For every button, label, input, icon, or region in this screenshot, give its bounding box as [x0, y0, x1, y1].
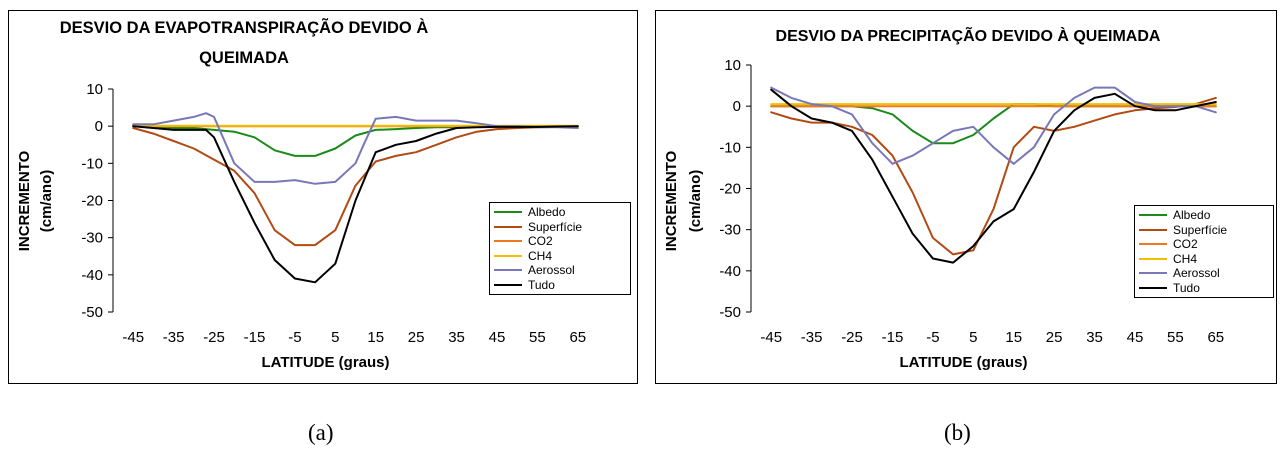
legend-swatch	[1139, 228, 1167, 231]
y-tick-label: -50	[719, 304, 741, 321]
x-tick-label: -5	[926, 329, 939, 346]
series-line-aerossol	[770, 86, 1217, 165]
x-tick-label: 15	[1005, 329, 1022, 346]
legend-item: Albedo	[1135, 208, 1273, 223]
x-tick-label: 65	[1207, 329, 1224, 346]
chart-legend: Albedo Superfície CO2 CH4 Aerossol Tudo	[489, 202, 631, 295]
x-tick-label: -25	[841, 329, 863, 346]
y-axis-title-line: (cm/ano)	[38, 170, 55, 233]
precipitation-chart: DESVIO DA PRECIPITAÇÃO DEVIDO À QUEIMADA…	[663, 25, 1224, 371]
caption-b: (b)	[944, 420, 971, 445]
caption-a: (a)	[308, 420, 334, 445]
legend-item: CO2	[490, 234, 630, 249]
x-tick-label: -25	[203, 329, 225, 346]
legend-swatch	[494, 225, 522, 228]
legend-swatch	[494, 254, 522, 257]
legend-swatch	[494, 269, 522, 272]
evapotranspiration-chart: DESVIO DA EVAPOTRANSPIRAÇÃO DEVIDO À QUEI…	[16, 17, 586, 371]
legend-item: Superfície	[1135, 223, 1273, 238]
y-axis-title-line: INCREMENTO	[663, 150, 680, 251]
x-tick-label: 35	[448, 329, 465, 346]
legend-swatch	[1139, 214, 1167, 217]
y-tick-label: 10	[86, 81, 103, 98]
x-tick-label: -45	[760, 329, 782, 346]
x-tick-label: 55	[529, 329, 546, 346]
legend-item: Tudo	[490, 278, 630, 293]
legend-label: CO2	[528, 234, 553, 249]
series-line-aerossol	[132, 112, 579, 185]
y-tick-label: -30	[81, 230, 103, 247]
series-line-tudo	[132, 125, 579, 284]
y-axis-title-line: (cm/ano)	[687, 170, 704, 233]
y-tick-label: -10	[719, 139, 741, 156]
x-tick-label: -15	[882, 329, 904, 346]
x-tick-label: 25	[1046, 329, 1063, 346]
y-tick-label: 10	[724, 57, 741, 74]
series-line-superfície	[770, 96, 1217, 256]
y-tick-label: -30	[719, 222, 741, 239]
y-axis-title-line: INCREMENTO	[16, 150, 33, 251]
legend-label: Aerossol	[1173, 266, 1220, 281]
x-tick-label: 45	[1127, 329, 1144, 346]
chart-title-line: DESVIO DA PRECIPITAÇÃO DEVIDO À QUEIMADA	[776, 25, 1161, 45]
legend-label: CH4	[1173, 251, 1198, 266]
x-tick-label: 15	[367, 329, 384, 346]
y-tick-label: -50	[81, 304, 103, 321]
x-axis-title: LATITUDE (graus)	[261, 354, 389, 371]
y-tick-label: 0	[95, 118, 103, 135]
legend-swatch	[1139, 286, 1167, 289]
x-tick-label: -5	[288, 329, 301, 346]
x-tick-label: 55	[1167, 329, 1184, 346]
y-tick-label: -40	[719, 263, 741, 280]
legend-label: Superfície	[528, 219, 583, 234]
legend-label: CH4	[528, 248, 553, 263]
chart-legend: Albedo Superfície CO2 CH4 Aerossol Tudo	[1134, 205, 1274, 298]
x-tick-label: 45	[489, 329, 506, 346]
legend-swatch	[494, 283, 522, 286]
legend-item: Aerossol	[1135, 266, 1273, 281]
chart-panel-b: DESVIO DA PRECIPITAÇÃO DEVIDO À QUEIMADA…	[655, 10, 1277, 384]
x-tick-label: 5	[969, 329, 977, 346]
legend-label: CO2	[1173, 237, 1198, 252]
legend-item: CO2	[1135, 237, 1273, 252]
chart-panel-a: DESVIO DA EVAPOTRANSPIRAÇÃO DEVIDO À QUEI…	[8, 10, 638, 384]
y-tick-label: 0	[733, 98, 741, 115]
x-tick-label: -35	[801, 329, 823, 346]
y-tick-label: -10	[81, 155, 103, 172]
x-tick-label: 25	[408, 329, 425, 346]
legend-label: Tudo	[528, 277, 555, 292]
x-tick-label: -45	[122, 329, 144, 346]
legend-label: Albedo	[528, 205, 566, 220]
legend-item: CH4	[1135, 252, 1273, 267]
y-tick-label: -20	[81, 193, 103, 210]
legend-label: Aerossol	[528, 263, 575, 278]
legend-label: Superfície	[1173, 222, 1228, 237]
x-tick-label: -15	[244, 329, 266, 346]
legend-item: Superfície	[490, 220, 630, 235]
series-line-superfície	[132, 125, 579, 247]
legend-item: Aerossol	[490, 263, 630, 278]
chart-title-line: DESVIO DA EVAPOTRANSPIRAÇÃO DEVIDO À	[60, 17, 429, 37]
legend-item: CH4	[490, 249, 630, 264]
y-tick-label: -20	[719, 181, 741, 198]
legend-swatch	[1139, 272, 1167, 275]
x-axis-title: LATITUDE (graus)	[899, 354, 1027, 371]
legend-swatch	[1139, 257, 1167, 260]
x-tick-label: 65	[569, 329, 586, 346]
legend-swatch	[494, 240, 522, 243]
legend-item: Albedo	[490, 205, 630, 220]
legend-swatch	[494, 211, 522, 214]
legend-label: Tudo	[1173, 280, 1200, 295]
legend-swatch	[1139, 243, 1167, 246]
series-line-tudo	[770, 88, 1217, 264]
x-tick-label: -35	[163, 329, 185, 346]
legend-label: Albedo	[1173, 208, 1211, 223]
x-tick-label: 5	[331, 329, 339, 346]
chart-title-line: QUEIMADA	[199, 49, 289, 67]
legend-item: Tudo	[1135, 281, 1273, 296]
y-tick-label: -40	[81, 267, 103, 284]
x-tick-label: 35	[1086, 329, 1103, 346]
